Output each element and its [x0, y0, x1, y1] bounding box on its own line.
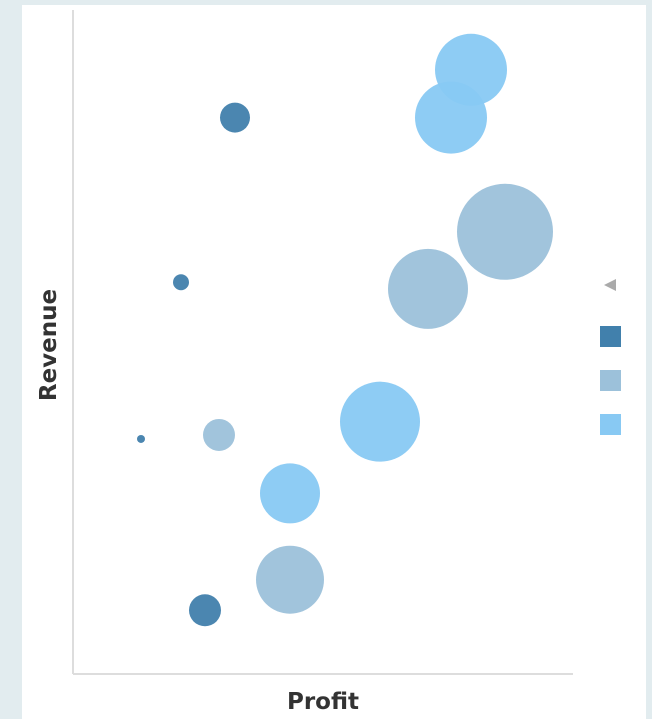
x-axis-title: Profit	[287, 689, 359, 715]
bubble-series-1-point-3[interactable]	[137, 434, 145, 443]
bubble-series-3-point-4[interactable]	[260, 463, 320, 524]
legend	[600, 279, 621, 435]
chart-card: Profit Revenue	[22, 5, 646, 719]
axes	[72, 10, 573, 675]
bubble-series-3-point-3[interactable]	[340, 381, 420, 462]
legend-swatch-series-2[interactable]	[600, 370, 621, 391]
legend-swatch-series-1[interactable]	[600, 326, 621, 347]
legend-swatch-series-3[interactable]	[600, 414, 621, 435]
bubble-series-2-point-2[interactable]	[388, 248, 468, 329]
bubble-series-2-point-3[interactable]	[203, 418, 235, 451]
legend-nav-arrow-icon[interactable]	[604, 279, 616, 291]
y-axis-title: Revenue	[36, 289, 62, 401]
bubble-series-1-point-1[interactable]	[220, 102, 250, 133]
bubble-chart: Profit Revenue	[36, 10, 621, 715]
bubble-series-1-point-2[interactable]	[173, 274, 189, 291]
bubble-series-3-point-2[interactable]	[415, 81, 487, 154]
bubbles	[137, 33, 553, 627]
bubble-series-1-point-4[interactable]	[189, 594, 221, 627]
bubble-series-2-point-4[interactable]	[256, 545, 324, 614]
bubble-series-2-point-1[interactable]	[457, 183, 553, 280]
